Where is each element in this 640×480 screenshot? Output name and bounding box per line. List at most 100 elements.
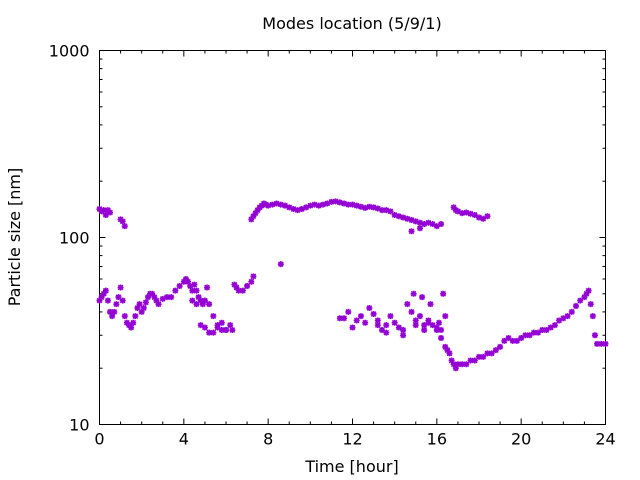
data-point [311,201,318,208]
data-point [336,315,343,322]
data-point [374,205,381,212]
data-point [433,223,440,230]
data-point [539,327,546,334]
data-point [136,301,143,308]
data-point [505,335,512,342]
data-point [488,350,495,357]
data-point [100,290,107,297]
data-point [448,357,455,364]
data-point [134,304,141,311]
data-point [104,297,111,304]
data-point [391,319,398,326]
data-point [172,287,179,294]
data-point [577,297,584,304]
data-point [476,214,482,221]
data-point [349,201,356,208]
data-point [341,315,348,322]
data-point [583,290,590,297]
data-point [435,319,442,326]
data-point [410,290,417,297]
data-point [218,327,225,334]
data-point [252,210,259,217]
data-point [149,290,156,297]
data-point [564,313,571,320]
data-point [395,324,402,331]
data-point [182,275,189,282]
data-point [102,211,109,218]
data-point [471,357,478,364]
data-point [121,313,128,320]
data-point [454,208,461,215]
data-point [421,221,428,228]
data-point [121,223,128,230]
data-point [421,327,428,334]
data-point [480,353,487,360]
data-point [362,319,369,326]
data-point [235,287,242,294]
data-point [282,202,289,209]
data-point [587,301,594,308]
data-point [195,294,202,301]
data-point [223,327,229,334]
data-point [357,203,364,210]
data-point [210,329,217,336]
data-point [440,290,447,297]
data-point [492,347,499,354]
data-point [269,201,276,208]
x-tick-labels: 0 4 8 12 16 20 24 [94,430,615,449]
data-point [412,317,419,324]
data-point [404,301,411,308]
data-point [419,294,426,301]
data-point [168,294,175,301]
data-point [144,294,151,301]
data-point [551,322,558,329]
y-axis-label: Particle size [nm] [5,168,24,307]
data-point [581,294,588,301]
data-point [400,214,407,221]
data-point [421,322,428,329]
data-point [115,294,122,301]
data-point [518,335,525,342]
data-point [425,317,432,324]
data-point [387,313,394,320]
data-point [429,322,436,329]
data-point [250,273,257,280]
data-point [463,209,470,216]
data-point [429,221,436,228]
y-tick-label: 1000 [49,42,90,61]
y-tick-label: 100 [59,229,90,248]
data-point [442,343,449,350]
data-point [201,324,208,331]
data-point [404,215,411,222]
data-point [585,287,592,294]
data-point [412,218,419,225]
data-point [119,218,126,225]
axis-ticks [99,50,606,425]
data-point [197,297,204,304]
data-point [442,313,449,320]
data-point [379,327,386,334]
data-point [218,319,225,326]
data-point [336,199,343,206]
data-point [594,340,601,347]
data-point [341,200,348,207]
data-point [444,347,451,354]
data-point [117,284,124,291]
data-point [427,301,434,308]
data-point [459,361,466,368]
data-point [199,301,206,308]
data-point [589,313,596,320]
data-point [556,317,563,324]
data-point [446,350,453,357]
data-point [425,219,432,226]
data-point [227,322,234,329]
data-point [286,204,293,211]
data-point [370,310,377,317]
data-point [463,361,470,368]
data-point [244,283,251,290]
y-tick-label: 10 [69,416,89,435]
data-point [119,297,126,304]
data-point [210,313,217,320]
data-point [484,213,491,220]
data-point [332,198,339,205]
